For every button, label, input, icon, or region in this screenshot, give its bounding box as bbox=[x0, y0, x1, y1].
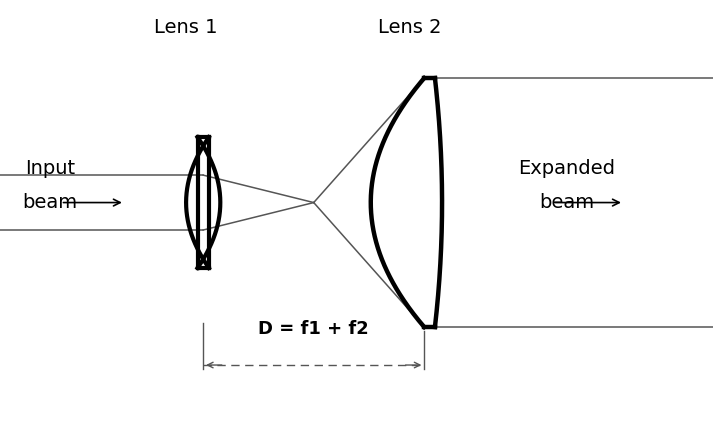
Text: Lens 1: Lens 1 bbox=[153, 18, 217, 37]
Text: Input: Input bbox=[25, 159, 75, 179]
Text: beam: beam bbox=[539, 193, 595, 212]
Text: Expanded: Expanded bbox=[518, 159, 615, 179]
Text: D = f1 + f2: D = f1 + f2 bbox=[258, 320, 369, 338]
Text: Lens 2: Lens 2 bbox=[378, 18, 442, 37]
Text: beam: beam bbox=[22, 193, 78, 212]
